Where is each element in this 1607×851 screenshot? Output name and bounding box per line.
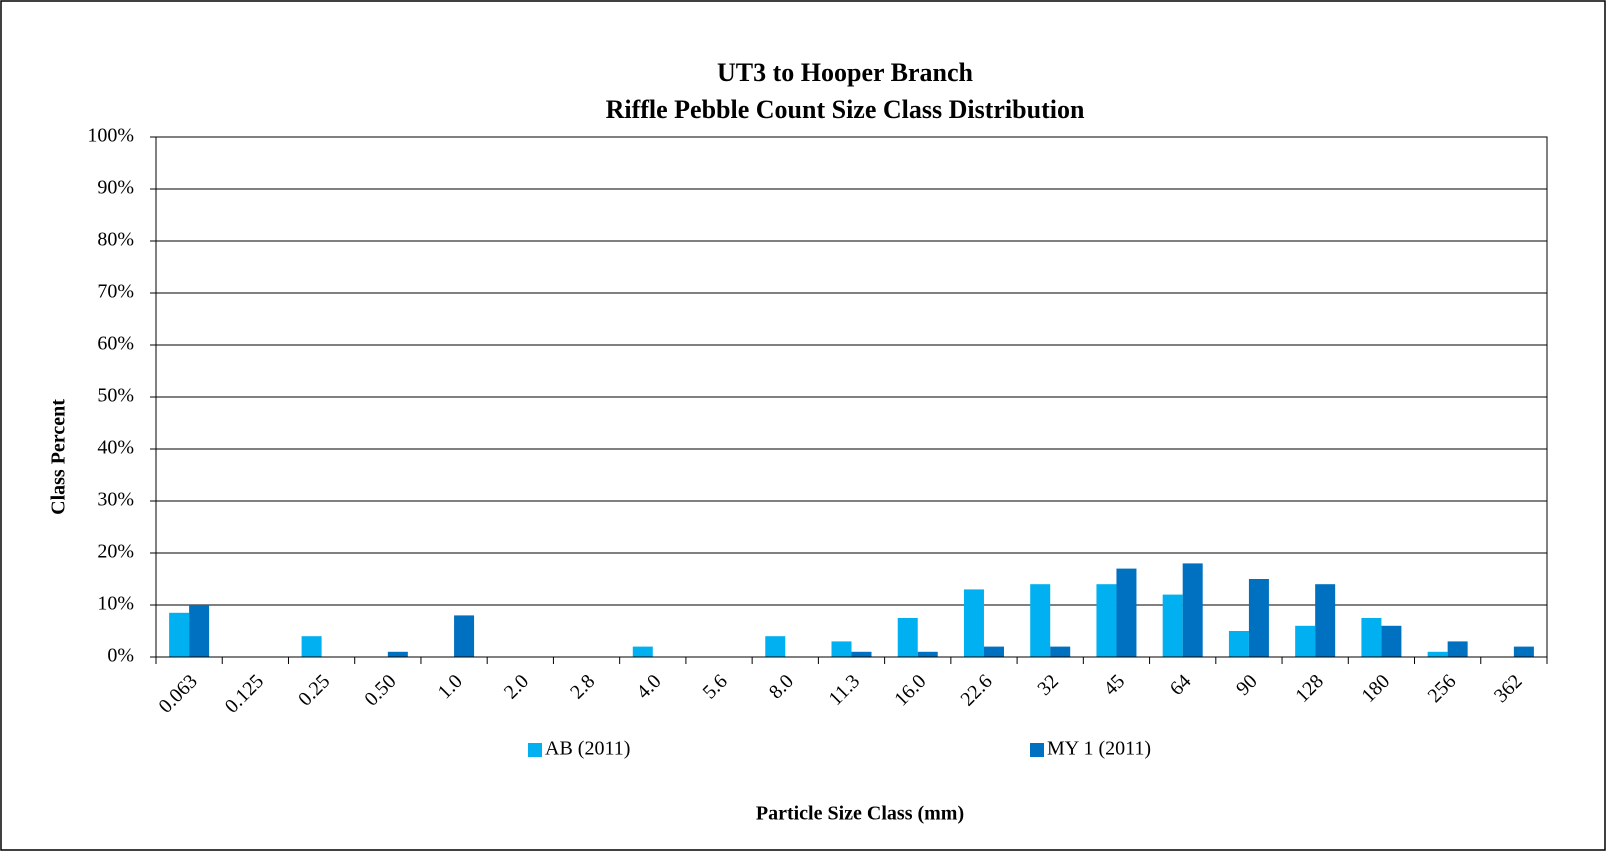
bar — [1162, 594, 1183, 657]
y-axis-title: Class Percent — [48, 399, 70, 515]
bar — [1116, 568, 1137, 657]
bar — [301, 636, 322, 657]
bar — [963, 589, 984, 657]
chart-subtitle: Riffle Pebble Count Size Class Distribut… — [606, 95, 1085, 124]
bar — [1030, 584, 1051, 657]
legend-swatch — [528, 743, 542, 757]
bar — [1228, 631, 1249, 657]
legend-label: MY 1 (2011) — [1047, 738, 1151, 760]
y-tick-label: 0% — [107, 645, 134, 667]
x-axis-title: Particle Size Class (mm) — [756, 803, 964, 825]
bar — [1096, 584, 1117, 657]
y-tick-label: 30% — [97, 489, 134, 511]
bar — [387, 651, 408, 657]
bar — [897, 618, 918, 657]
bar — [1315, 584, 1336, 657]
bar — [983, 646, 1004, 657]
bar — [1295, 625, 1316, 657]
y-tick-label: 100% — [87, 125, 134, 147]
bar — [917, 651, 938, 657]
bar — [1182, 563, 1203, 657]
bar — [632, 646, 653, 657]
bar — [1447, 641, 1468, 657]
y-tick-label: 70% — [97, 281, 134, 303]
bar — [169, 612, 190, 657]
bar — [765, 636, 786, 657]
bar — [851, 651, 872, 657]
y-tick-label: 50% — [97, 385, 134, 407]
bar — [831, 641, 852, 657]
y-tick-label: 10% — [97, 593, 134, 615]
bar — [1513, 646, 1534, 657]
legend-label: AB (2011) — [545, 738, 630, 760]
y-tick-label: 20% — [97, 541, 134, 563]
bar — [1427, 651, 1448, 657]
bar — [454, 615, 475, 657]
bar — [189, 605, 210, 657]
y-tick-label: 90% — [97, 177, 134, 199]
y-tick-label: 80% — [97, 229, 134, 251]
legend-swatch — [1030, 743, 1044, 757]
bar — [1050, 646, 1071, 657]
y-tick-label: 60% — [97, 333, 134, 355]
y-tick-label: 40% — [97, 437, 134, 459]
bar — [1361, 618, 1382, 657]
chart-title: UT3 to Hooper Branch — [717, 58, 973, 87]
bar — [1248, 579, 1269, 657]
bar — [1381, 625, 1402, 657]
